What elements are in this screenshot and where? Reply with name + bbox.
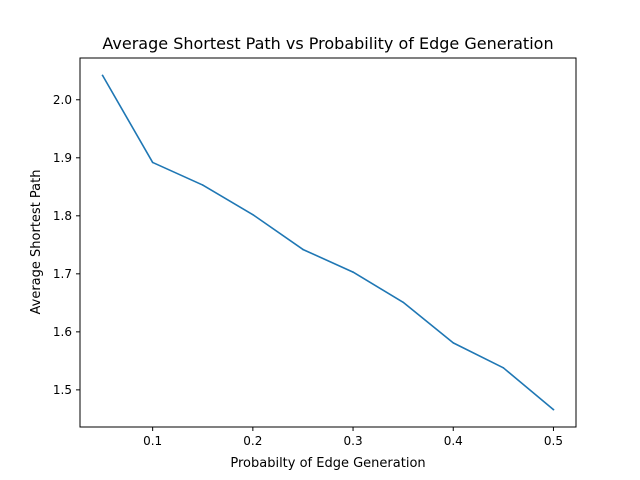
x-axis-ticks: 0.1 0.2 0.3 0.4 0.5: [143, 427, 563, 448]
y-tick-label: 1.5: [53, 383, 72, 397]
x-tick-label: 0.3: [344, 434, 363, 448]
x-tick-label: 0.2: [243, 434, 262, 448]
data-point: [252, 213, 254, 216]
data-point: [502, 367, 505, 369]
y-tick-label: 1.8: [53, 209, 72, 223]
series-layer: [101, 74, 555, 411]
plot-area-frame: [79, 57, 577, 428]
y-axis-ticks: 1.5 1.6 1.7 1.8 1.9 2.0: [53, 93, 80, 397]
data-point: [101, 74, 104, 77]
x-tick-label: 0.1: [143, 434, 162, 448]
data-point: [452, 342, 455, 344]
series-line-0: [101, 74, 555, 411]
x-axis-label: Probabilty of Edge Generation: [230, 456, 425, 471]
y-tick-label: 1.9: [53, 151, 72, 165]
y-tick-label: 1.6: [53, 325, 72, 339]
data-point: [151, 161, 154, 164]
chart-title: Average Shortest Path vs Probability of …: [102, 34, 553, 53]
y-axis-label: Average Shortest Path: [29, 170, 44, 315]
data-point: [402, 301, 404, 304]
x-tick-label: 0.5: [544, 434, 563, 448]
x-tick-label: 0.4: [444, 434, 463, 448]
y-tick-label: 1.7: [53, 267, 72, 281]
data-point: [552, 408, 555, 411]
data-point: [352, 271, 354, 273]
data-point: [201, 184, 204, 186]
y-tick-label: 2.0: [53, 93, 72, 107]
data-point: [302, 248, 304, 251]
